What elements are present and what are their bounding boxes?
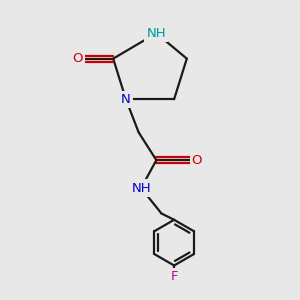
Text: N: N — [121, 93, 131, 106]
Text: O: O — [72, 52, 83, 65]
Text: F: F — [170, 270, 178, 284]
Text: O: O — [192, 154, 202, 167]
Text: NH: NH — [131, 182, 151, 195]
Text: NH: NH — [146, 27, 166, 40]
